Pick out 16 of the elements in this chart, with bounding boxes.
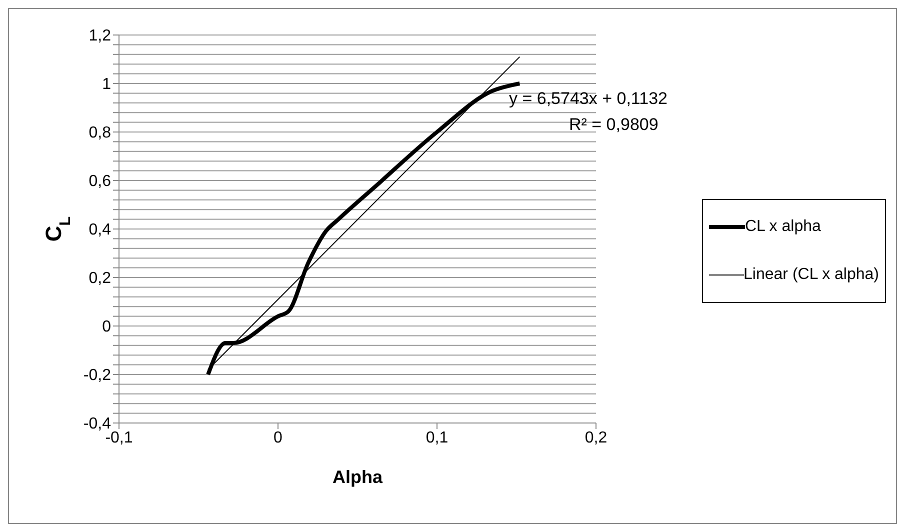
y-tick-label: -0,2 xyxy=(83,367,112,384)
x-tick-label: 0,1 xyxy=(426,429,448,446)
x-tick-label: 0,2 xyxy=(584,429,608,446)
y-tick-label: 1,2 xyxy=(88,28,112,45)
annotation: R² = 0,9809 xyxy=(569,115,658,135)
y-tick-label: 0,2 xyxy=(88,270,112,288)
y-tick-label: 0,8 xyxy=(88,124,112,142)
x-axis-title: Alpha xyxy=(332,467,384,487)
legend-label: Linear (CL x alpha) xyxy=(744,266,879,284)
annotation: y = 6,5743x + 0,1132 xyxy=(509,89,668,109)
y-tick-label: 1 xyxy=(102,76,112,94)
x-tick-label: 0 xyxy=(274,429,283,446)
legend-label: CL x alpha xyxy=(745,218,821,236)
y-tick-label: 0,6 xyxy=(88,173,112,190)
y-tick-label: 0 xyxy=(102,318,112,336)
y-tick-label: 0,4 xyxy=(88,222,112,239)
